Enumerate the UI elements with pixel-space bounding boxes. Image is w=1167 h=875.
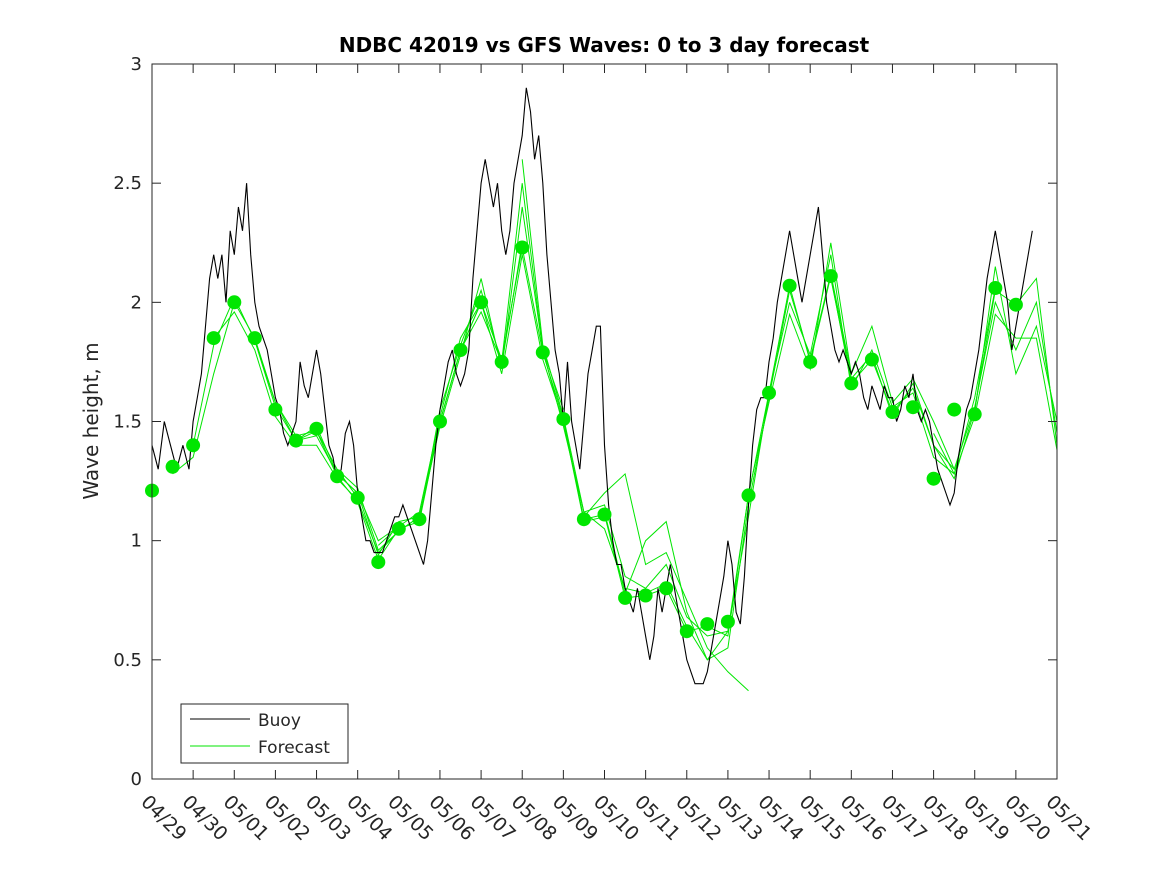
forecast-marker-25 (659, 581, 674, 596)
forecast-marker-13 (412, 512, 427, 527)
forecast-line-19 (974, 266, 1058, 422)
forecast-line-18 (933, 313, 1058, 476)
buoy-line (151, 87, 1033, 685)
forecast-marker-19 (535, 345, 550, 360)
forecast-marker-5 (247, 331, 262, 346)
forecast-marker-14 (433, 414, 447, 429)
y-tick-label-1: 0.5 (113, 650, 142, 671)
forecast-line-10 (583, 472, 749, 692)
forecast-marker-40 (967, 407, 982, 422)
forecast-marker-17 (494, 354, 509, 369)
forecast-marker-15 (453, 343, 468, 357)
legend-forecast-label: Forecast (258, 738, 330, 758)
forecast-marker-39 (947, 402, 962, 417)
forecast-marker-32 (803, 354, 818, 369)
buoy-line-group (151, 87, 1033, 685)
forecast-marker-33 (823, 269, 838, 284)
forecast-marker-31 (782, 278, 797, 293)
forecast-line-5 (336, 206, 564, 552)
forecast-marker-37 (906, 400, 920, 415)
forecast-marker-9 (330, 469, 345, 484)
legend-box (180, 703, 349, 764)
forecast-marker-1 (165, 459, 180, 474)
legend-buoy-label: Buoy (258, 711, 301, 731)
y-axis-label: Wave height, m (79, 342, 103, 499)
forecast-marker-6 (268, 402, 283, 417)
forecast-marker-27 (700, 617, 715, 632)
forecast-marker-8 (309, 421, 324, 436)
forecast-marker-12 (391, 521, 406, 536)
plot-area (152, 64, 1057, 779)
forecast-line-9 (521, 159, 749, 637)
forecast-marker-23 (618, 590, 633, 605)
y-tick-label-0: 0 (131, 769, 142, 790)
forecast-marker-28 (720, 614, 735, 629)
y-tick-label-3: 1.5 (113, 412, 142, 433)
forecast-marker-30 (762, 385, 776, 400)
forecast-marker-41 (988, 281, 1003, 295)
y-tick-label-6: 3 (131, 54, 142, 75)
forecast-marker-36 (885, 405, 900, 419)
forecast-marker-3 (206, 331, 221, 346)
legend: Buoy Forecast (180, 703, 349, 764)
forecast-marker-21 (576, 512, 591, 527)
forecast-marker-18 (515, 240, 530, 255)
forecast-marker-24 (638, 588, 653, 603)
forecast-line-11 (604, 302, 791, 661)
forecast-line-7 (418, 183, 646, 594)
forecast-marker-35 (864, 352, 879, 367)
forecast-markers (145, 240, 1023, 639)
forecast-marker-29 (741, 488, 756, 503)
forecast-marker-20 (556, 412, 571, 427)
forecast-marker-4 (227, 295, 242, 310)
forecast-marker-10 (350, 490, 365, 505)
forecast-marker-26 (679, 624, 694, 639)
chart-title: NDBC 42019 vs GFS Waves: 0 to 3 day fore… (339, 33, 870, 57)
forecast-marker-22 (597, 507, 612, 522)
forecast-marker-11 (371, 555, 386, 570)
forecast-marker-34 (844, 376, 859, 391)
forecast-marker-7 (289, 433, 303, 448)
forecast-marker-2 (186, 438, 201, 453)
y-tick-label-2: 1 (131, 531, 142, 552)
y-axis-ticks: 0 0.5 1 1.5 2 2.5 3 (113, 54, 1057, 790)
y-tick-label-5: 2.5 (113, 173, 142, 194)
forecast-marker-38 (926, 471, 941, 486)
forecast-marker-42 (1008, 297, 1023, 312)
y-tick-label-4: 2 (131, 292, 142, 313)
forecast-marker-16 (474, 295, 489, 310)
